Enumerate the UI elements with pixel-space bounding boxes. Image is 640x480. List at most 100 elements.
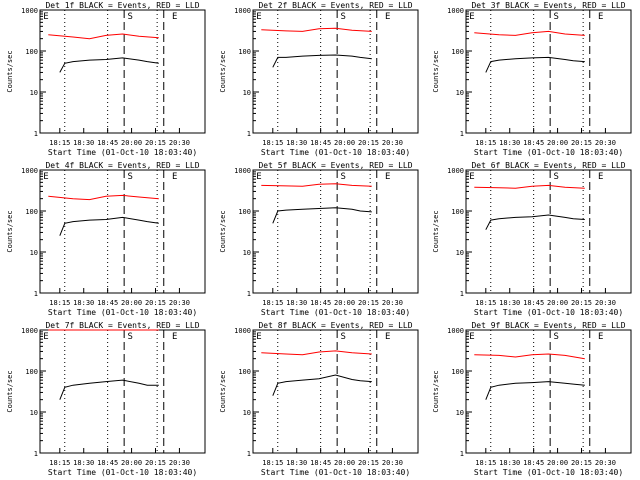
x-tick-label: 20:30 (169, 139, 190, 147)
x-tick-label: 18:30 (73, 459, 94, 467)
chart-title: Det 1f BLACK = Events, RED = LLD (45, 1, 199, 10)
event-marker-label: E (172, 332, 177, 342)
events-series-line (272, 54, 372, 68)
chart-panel: Det 5f BLACK = Events, RED = LLD Start Ti… (219, 161, 419, 317)
y-tick-label: 1000 (21, 327, 38, 335)
x-axis-label: Start Time (01-Oct-10 18:03:40) (261, 148, 410, 157)
x-tick-label: 20:15 (358, 459, 379, 467)
event-marker-label: S (340, 332, 345, 342)
x-tick-label: 18:45 (523, 139, 544, 147)
y-tick-label: 1 (247, 450, 251, 458)
event-marker-label: E (598, 332, 603, 342)
y-tick-label: 1000 (447, 167, 464, 175)
x-tick-label: 18:30 (286, 139, 307, 147)
x-axis-label: Start Time (01-Oct-10 18:03:40) (474, 468, 623, 477)
y-axis-label: Counts/sec (6, 50, 14, 92)
x-tick-label: 18:45 (523, 299, 544, 307)
lld-series-line (261, 27, 372, 32)
event-marker-label: E (43, 12, 48, 22)
y-tick-label: 1000 (21, 167, 38, 175)
chart-panel: Det 9f BLACK = Events, RED = LLD Start Ti… (432, 321, 632, 477)
chart-title: Det 6f BLACK = Events, RED = LLD (471, 161, 625, 170)
y-tick-label: 10 (30, 409, 38, 417)
y-axis-label: Counts/sec (432, 370, 440, 412)
y-tick-label: 1000 (234, 327, 251, 335)
events-series-line (272, 374, 372, 396)
y-tick-label: 10 (456, 409, 464, 417)
x-tick-label: 20:15 (571, 139, 592, 147)
x-tick-label: 20:30 (169, 459, 190, 467)
y-tick-label: 1 (247, 290, 251, 298)
x-tick-label: 18:15 (262, 139, 283, 147)
x-axis-label: Start Time (01-Oct-10 18:03:40) (261, 308, 410, 317)
y-tick-label: 100 (238, 48, 251, 56)
y-tick-label: 1000 (234, 7, 251, 15)
chart-panel: Det 4f BLACK = Events, RED = LLD Start Ti… (6, 161, 206, 317)
lld-series-line (261, 183, 372, 187)
y-axis-label: Counts/sec (432, 50, 440, 92)
x-tick-label: 20:00 (547, 459, 568, 467)
y-tick-label: 10 (456, 249, 464, 257)
x-tick-label: 20:30 (382, 459, 403, 467)
plot-frame (465, 9, 632, 134)
y-tick-label: 1 (34, 130, 38, 138)
x-tick-label: 20:00 (121, 459, 142, 467)
chart-title: Det 7f BLACK = Events, RED = LLD (45, 321, 199, 330)
y-tick-label: 100 (451, 368, 464, 376)
x-axis-label: Start Time (01-Oct-10 18:03:40) (48, 148, 197, 157)
x-tick-label: 20:30 (595, 299, 616, 307)
event-marker-label: S (340, 12, 345, 22)
chart-title: Det 8f BLACK = Events, RED = LLD (258, 321, 412, 330)
event-marker-label: E (385, 172, 390, 182)
y-tick-label: 1 (34, 450, 38, 458)
plot-frame (39, 169, 206, 294)
x-axis-label: Start Time (01-Oct-10 18:03:40) (261, 468, 410, 477)
event-marker-label: E (598, 172, 603, 182)
y-axis-label: Counts/sec (219, 50, 227, 92)
chart-panel: Det 3f BLACK = Events, RED = LLD Start Ti… (432, 1, 632, 157)
x-tick-label: 18:30 (73, 139, 94, 147)
y-tick-label: 1000 (21, 7, 38, 15)
event-marker-label: E (43, 172, 48, 182)
x-tick-label: 18:15 (262, 459, 283, 467)
event-marker-label: E (598, 12, 603, 22)
y-tick-label: 1 (460, 450, 464, 458)
events-series-line (272, 207, 372, 224)
lld-series-line (474, 184, 585, 189)
x-tick-label: 18:45 (310, 459, 331, 467)
x-tick-label: 18:30 (499, 139, 520, 147)
plot-frame (252, 329, 419, 454)
x-axis-label: Start Time (01-Oct-10 18:03:40) (48, 468, 197, 477)
x-tick-label: 20:30 (595, 139, 616, 147)
x-tick-label: 20:30 (382, 299, 403, 307)
events-series-line (485, 214, 585, 230)
y-tick-label: 100 (25, 208, 38, 216)
chart-panel: Det 6f BLACK = Events, RED = LLD Start Ti… (432, 161, 632, 317)
events-series-line (485, 56, 585, 73)
events-series-line (485, 381, 585, 400)
events-series-line (59, 216, 159, 236)
x-tick-label: 18:30 (499, 459, 520, 467)
y-tick-label: 1000 (447, 7, 464, 15)
chart-title: Det 2f BLACK = Events, RED = LLD (258, 1, 412, 10)
y-axis-label: Counts/sec (6, 210, 14, 252)
x-tick-label: 20:00 (334, 459, 355, 467)
y-tick-label: 1000 (234, 167, 251, 175)
x-tick-label: 20:15 (571, 299, 592, 307)
event-marker-label: E (256, 332, 261, 342)
x-tick-label: 18:45 (523, 459, 544, 467)
y-tick-label: 10 (243, 409, 251, 417)
y-axis-label: Counts/sec (6, 370, 14, 412)
x-tick-label: 20:00 (334, 139, 355, 147)
x-tick-label: 18:30 (499, 299, 520, 307)
y-tick-label: 10 (30, 249, 38, 257)
x-tick-label: 20:15 (358, 139, 379, 147)
chart-panel: Det 8f BLACK = Events, RED = LLD Start Ti… (219, 321, 419, 477)
x-tick-label: 20:00 (121, 139, 142, 147)
x-tick-label: 20:00 (121, 299, 142, 307)
y-axis-label: Counts/sec (219, 210, 227, 252)
y-tick-label: 100 (238, 368, 251, 376)
x-tick-label: 20:30 (595, 459, 616, 467)
x-tick-label: 18:15 (262, 299, 283, 307)
event-marker-label: E (43, 332, 48, 342)
